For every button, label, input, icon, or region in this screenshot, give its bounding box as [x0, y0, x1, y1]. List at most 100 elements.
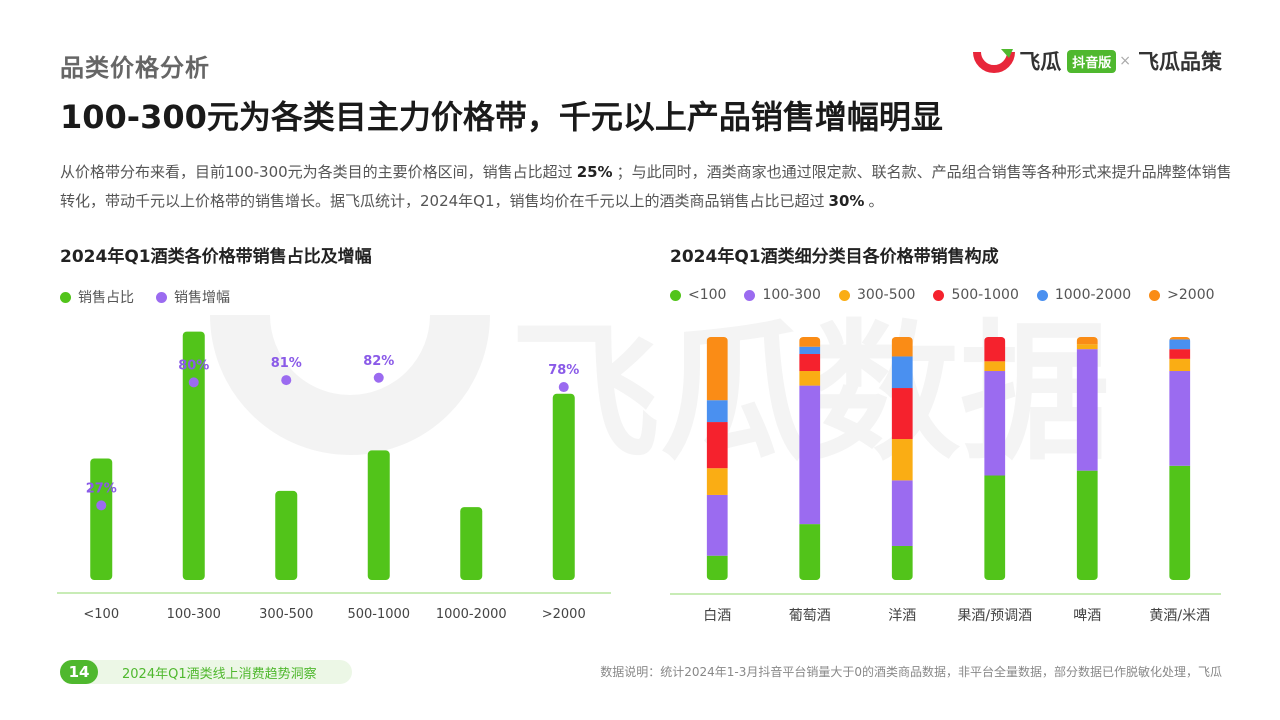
stack-segment	[984, 361, 1006, 372]
growth-point	[281, 375, 292, 386]
growth-data-label: 81%	[271, 356, 302, 371]
legend-label: 1000-2000	[1054, 287, 1132, 303]
stack-segment	[799, 337, 821, 347]
stack-segment	[1169, 358, 1191, 372]
stack-segment	[706, 494, 728, 556]
stack-segment	[891, 356, 913, 389]
stacked-bar	[799, 337, 821, 580]
legend-dot	[1036, 289, 1048, 301]
legend-item: 1000-2000	[1036, 287, 1132, 303]
stack-segment	[799, 371, 821, 386]
brand-logo: 飞瓜 抖音版 × 飞瓜品策	[973, 46, 1222, 76]
stacked-bar	[1169, 337, 1191, 580]
stacked-bar	[706, 337, 728, 580]
share-bar	[182, 331, 205, 580]
stack-segment	[891, 337, 913, 357]
stack-segment	[1169, 465, 1191, 580]
legend-item-share: 销售占比	[60, 287, 134, 307]
legend-item: <100	[670, 287, 726, 303]
x-tick-label: 果酒/预调酒	[957, 608, 1032, 624]
feigua-logo-icon	[973, 49, 1016, 73]
legend-dot	[156, 291, 167, 303]
legend-label: 500-1000	[951, 287, 1019, 303]
page-title: 100-300元为各类目主力价格带，千元以上产品销售增幅明显	[60, 98, 943, 136]
para-text-3: 。	[868, 192, 884, 210]
legend-item: 300-500	[838, 287, 916, 303]
x-tick-label: 300-500	[259, 607, 313, 622]
legend-dot	[1149, 289, 1161, 301]
stack-segment	[1169, 371, 1191, 466]
stack-segment	[1076, 470, 1098, 580]
legend-dot	[838, 289, 850, 301]
stack-segment	[891, 439, 913, 481]
stack-segment	[1169, 349, 1191, 359]
legend-dot	[60, 291, 71, 303]
right-chart-legend: <100 100-300 300-500 500-1000 1000-2000 >2000	[670, 287, 1233, 303]
x-tick-label: 葡萄酒	[789, 608, 831, 624]
x-tick-label: >2000	[542, 607, 586, 622]
brand-name-secondary: 飞瓜品策	[1138, 50, 1222, 74]
stack-segment	[1076, 344, 1098, 350]
stack-segment	[984, 337, 1006, 362]
legend-item: >2000	[1149, 287, 1215, 303]
share-bar	[275, 490, 298, 580]
highlight-30: 30%	[828, 192, 865, 210]
stack-segment	[984, 371, 1006, 476]
stack-segment	[706, 422, 728, 469]
stacked-bar	[984, 337, 1006, 580]
stack-segment	[984, 475, 1006, 580]
stack-segment	[891, 480, 913, 546]
data-note: 数据说明：统计2024年1-3月抖音平台销量大于0的酒类商品数据，非平台全量数据…	[600, 665, 1222, 679]
growth-point	[188, 377, 199, 388]
share-bar	[90, 458, 113, 580]
share-bar	[552, 393, 575, 580]
stack-segment	[799, 385, 821, 525]
x-tick-label: 白酒	[703, 608, 731, 624]
stack-segment	[1076, 349, 1098, 471]
legend-label: <100	[688, 287, 727, 303]
growth-data-label: 80%	[178, 358, 209, 373]
para-text-2: ；与此同时，酒类商家也通过限定款、联名款、产品组合销售等各种形式来提升品牌整体销…	[60, 163, 1232, 210]
legend-item: 100-300	[744, 287, 821, 303]
legend-label: 销售增幅	[174, 290, 230, 306]
brand-badge: 抖音版	[1067, 49, 1117, 73]
brand-separator: ×	[1119, 53, 1131, 69]
legend-dot	[933, 289, 945, 301]
legend-label: >2000	[1167, 287, 1215, 303]
right-chart-title: 2024年Q1酒类细分类目各价格带销售构成	[670, 247, 999, 267]
stack-segment	[706, 400, 728, 423]
stack-segment	[799, 346, 821, 355]
x-tick-label: <100	[83, 607, 119, 622]
x-tick-label: 啤酒	[1073, 608, 1101, 624]
legend-dot	[670, 289, 681, 301]
x-tick-label: 黄酒/米酒	[1149, 607, 1210, 624]
left-chart-legend: 销售占比 销售增幅	[60, 287, 252, 307]
stack-segment	[891, 388, 913, 440]
stack-segment	[1076, 337, 1098, 345]
stack-segment	[706, 555, 728, 580]
growth-point	[558, 382, 569, 393]
page-number: 14	[60, 660, 98, 684]
share-bar	[460, 507, 483, 580]
share-bar	[367, 450, 390, 580]
growth-data-label: 82%	[363, 354, 394, 369]
legend-label: 100-300	[762, 287, 821, 303]
left-chart-title: 2024年Q1酒类各价格带销售占比及增幅	[60, 247, 372, 267]
stack-segment	[799, 524, 821, 580]
stacked-bar	[1076, 337, 1098, 580]
x-tick-label: 500-1000	[347, 607, 410, 622]
legend-label: 300-500	[856, 287, 916, 303]
stack-segment	[1169, 339, 1191, 350]
report-title: 2024年Q1酒类线上消费趋势洞察	[122, 667, 317, 682]
stack-segment	[891, 545, 913, 580]
left-chart: <100 27% 100-300 80% 300-500 81% 500-1000 82% 10…	[57, 331, 611, 622]
stack-segment	[1169, 337, 1191, 340]
para-text-1: 从价格带分布来看，目前100-300元为各类目的主要价格区间，销售占比超过	[60, 163, 573, 181]
footer-badge	[60, 660, 352, 684]
legend-dot	[744, 289, 756, 301]
legend-item: 500-1000	[933, 287, 1019, 303]
x-tick-label: 100-300	[167, 607, 221, 622]
stack-segment	[706, 337, 728, 401]
legend-item-growth: 销售增幅	[156, 287, 230, 307]
brand-name: 飞瓜	[1019, 50, 1062, 74]
